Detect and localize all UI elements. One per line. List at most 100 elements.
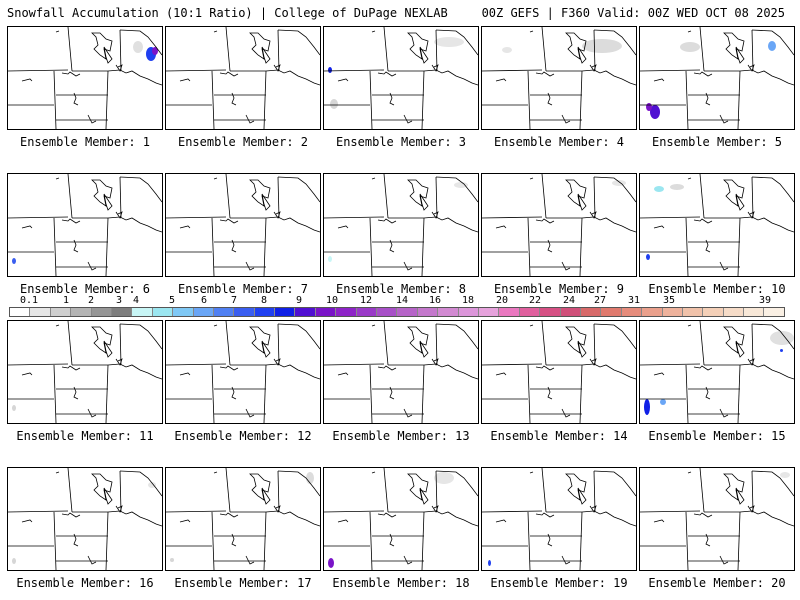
colorbar-swatch bbox=[662, 308, 683, 316]
snowfall-map bbox=[8, 174, 162, 276]
ensemble-member-map bbox=[639, 26, 795, 130]
ensemble-member-label: Ensemble Member: 17 bbox=[174, 576, 312, 590]
colorbar-tick-label: 14 bbox=[395, 295, 409, 306]
snowfall-map bbox=[8, 321, 162, 423]
ensemble-member-label: Ensemble Member: 12 bbox=[174, 429, 312, 443]
colorbar-tick-label: 35 bbox=[662, 295, 676, 306]
ensemble-member-map bbox=[323, 26, 479, 130]
ensemble-member-map bbox=[7, 467, 163, 571]
ensemble-member-label: Ensemble Member: 20 bbox=[648, 576, 786, 590]
snowfall-map bbox=[482, 321, 636, 423]
colorbar-tick-label: 7 bbox=[230, 295, 238, 306]
colorbar-swatch bbox=[152, 308, 174, 316]
snowfall-map bbox=[640, 174, 794, 276]
snowfall-shading bbox=[12, 258, 16, 264]
colorbar-swatch bbox=[499, 308, 520, 316]
basemap-lines bbox=[324, 468, 478, 570]
snowfall-map bbox=[166, 27, 320, 129]
snowfall-map bbox=[482, 468, 636, 570]
snowfall-shading bbox=[780, 349, 783, 352]
snowfall-shading bbox=[170, 558, 174, 562]
basemap-lines bbox=[8, 27, 162, 129]
snowfall-map bbox=[166, 174, 320, 276]
colorbar-tick-label: 27 bbox=[593, 295, 607, 306]
snowfall-map bbox=[166, 321, 320, 423]
snowfall-map bbox=[640, 321, 794, 423]
colorbar-tick-label: 20 bbox=[495, 295, 509, 306]
colorbar-swatch bbox=[132, 308, 153, 316]
ensemble-member-map bbox=[165, 173, 321, 277]
colorbar-swatch bbox=[377, 308, 398, 316]
basemap-lines bbox=[324, 174, 478, 276]
basemap-lines bbox=[8, 468, 162, 570]
colorbar-tick-label: 2 bbox=[87, 295, 95, 306]
colorbar-swatch bbox=[91, 308, 112, 316]
colorbar-swatch bbox=[397, 308, 418, 316]
basemap-lines bbox=[482, 468, 636, 570]
basemap-lines bbox=[324, 27, 478, 129]
basemap-lines bbox=[324, 321, 478, 423]
snowfall-shading bbox=[670, 184, 684, 190]
colorbar-swatch bbox=[111, 308, 133, 316]
ensemble-member-label: Ensemble Member: 19 bbox=[490, 576, 628, 590]
basemap-lines bbox=[640, 27, 794, 129]
colorbar-swatch bbox=[254, 308, 276, 316]
ensemble-member-label: Ensemble Member: 14 bbox=[490, 429, 628, 443]
ensemble-member-map bbox=[7, 320, 163, 424]
ensemble-member-label: Ensemble Member: 16 bbox=[16, 576, 154, 590]
snowfall-shading bbox=[148, 482, 156, 488]
basemap-lines bbox=[482, 321, 636, 423]
colorbar-swatch bbox=[601, 308, 622, 316]
colorbar-tick-labels: 0.1 1 2 3 4 5 6 7 8 9 10 12 14 16 18 20 22 24 27 31 35 39 bbox=[9, 295, 785, 307]
snowfall-shading bbox=[768, 41, 776, 51]
ensemble-member-label: Ensemble Member: 2 bbox=[177, 135, 309, 149]
ensemble-member-label: Ensemble Member: 13 bbox=[332, 429, 470, 443]
snowfall-map bbox=[482, 27, 636, 129]
colorbar-tick-label: 4 bbox=[132, 295, 140, 306]
snowfall-shading bbox=[660, 399, 666, 405]
snowfall-shading bbox=[434, 37, 464, 47]
colorbar-swatch bbox=[275, 308, 296, 316]
snowfall-shading bbox=[454, 182, 468, 188]
snowfall-map bbox=[166, 468, 320, 570]
colorbar-swatch bbox=[580, 308, 602, 316]
ensemble-member-label: Ensemble Member: 10 bbox=[648, 282, 786, 296]
ensemble-member-map bbox=[323, 467, 479, 571]
snowfall-shading bbox=[612, 180, 626, 186]
run-valid-time: 00Z GEFS | F360 Valid: 00Z WED OCT 08 20… bbox=[481, 6, 785, 20]
snowfall-shading bbox=[133, 41, 143, 53]
colorbar-swatch bbox=[193, 308, 214, 316]
ensemble-member-map bbox=[323, 173, 479, 277]
colorbar-tick-label: 39 bbox=[758, 295, 772, 306]
ensemble-member-map bbox=[639, 320, 795, 424]
colorbar-tick-label: 8 bbox=[260, 295, 268, 306]
colorbar-swatch bbox=[295, 308, 316, 316]
ensemble-member-label: Ensemble Member: 9 bbox=[493, 282, 625, 296]
snowfall-map bbox=[8, 468, 162, 570]
colorbar-swatch bbox=[519, 308, 541, 316]
snowfall-shading bbox=[488, 560, 491, 566]
ensemble-member-label: Ensemble Member: 7 bbox=[177, 282, 309, 296]
map-title: Snowfall Accumulation (10:1 Ratio) | Col… bbox=[7, 6, 448, 20]
colorbar-swatch bbox=[723, 308, 745, 316]
ensemble-member-map bbox=[639, 467, 795, 571]
basemap-lines bbox=[640, 321, 794, 423]
snowfall-map bbox=[324, 321, 478, 423]
ensemble-member-map bbox=[165, 320, 321, 424]
colorbar-swatch bbox=[315, 308, 337, 316]
basemap-lines bbox=[166, 174, 320, 276]
ensemble-member-label: Ensemble Member: 1 bbox=[19, 135, 151, 149]
colorbar-swatch bbox=[458, 308, 479, 316]
ensemble-member-label: Ensemble Member: 18 bbox=[332, 576, 470, 590]
basemap-lines bbox=[640, 468, 794, 570]
colorbar-swatch bbox=[336, 308, 357, 316]
basemap-lines bbox=[482, 174, 636, 276]
colorbar-swatch bbox=[560, 308, 581, 316]
colorbar-tick-label: 6 bbox=[200, 295, 208, 306]
colorbar-swatch bbox=[621, 308, 643, 316]
colorbar-swatch bbox=[213, 308, 235, 316]
snowfall-shading bbox=[306, 472, 314, 484]
ensemble-member-map bbox=[481, 173, 637, 277]
snowfall-shading bbox=[646, 103, 652, 111]
basemap-lines bbox=[166, 27, 320, 129]
